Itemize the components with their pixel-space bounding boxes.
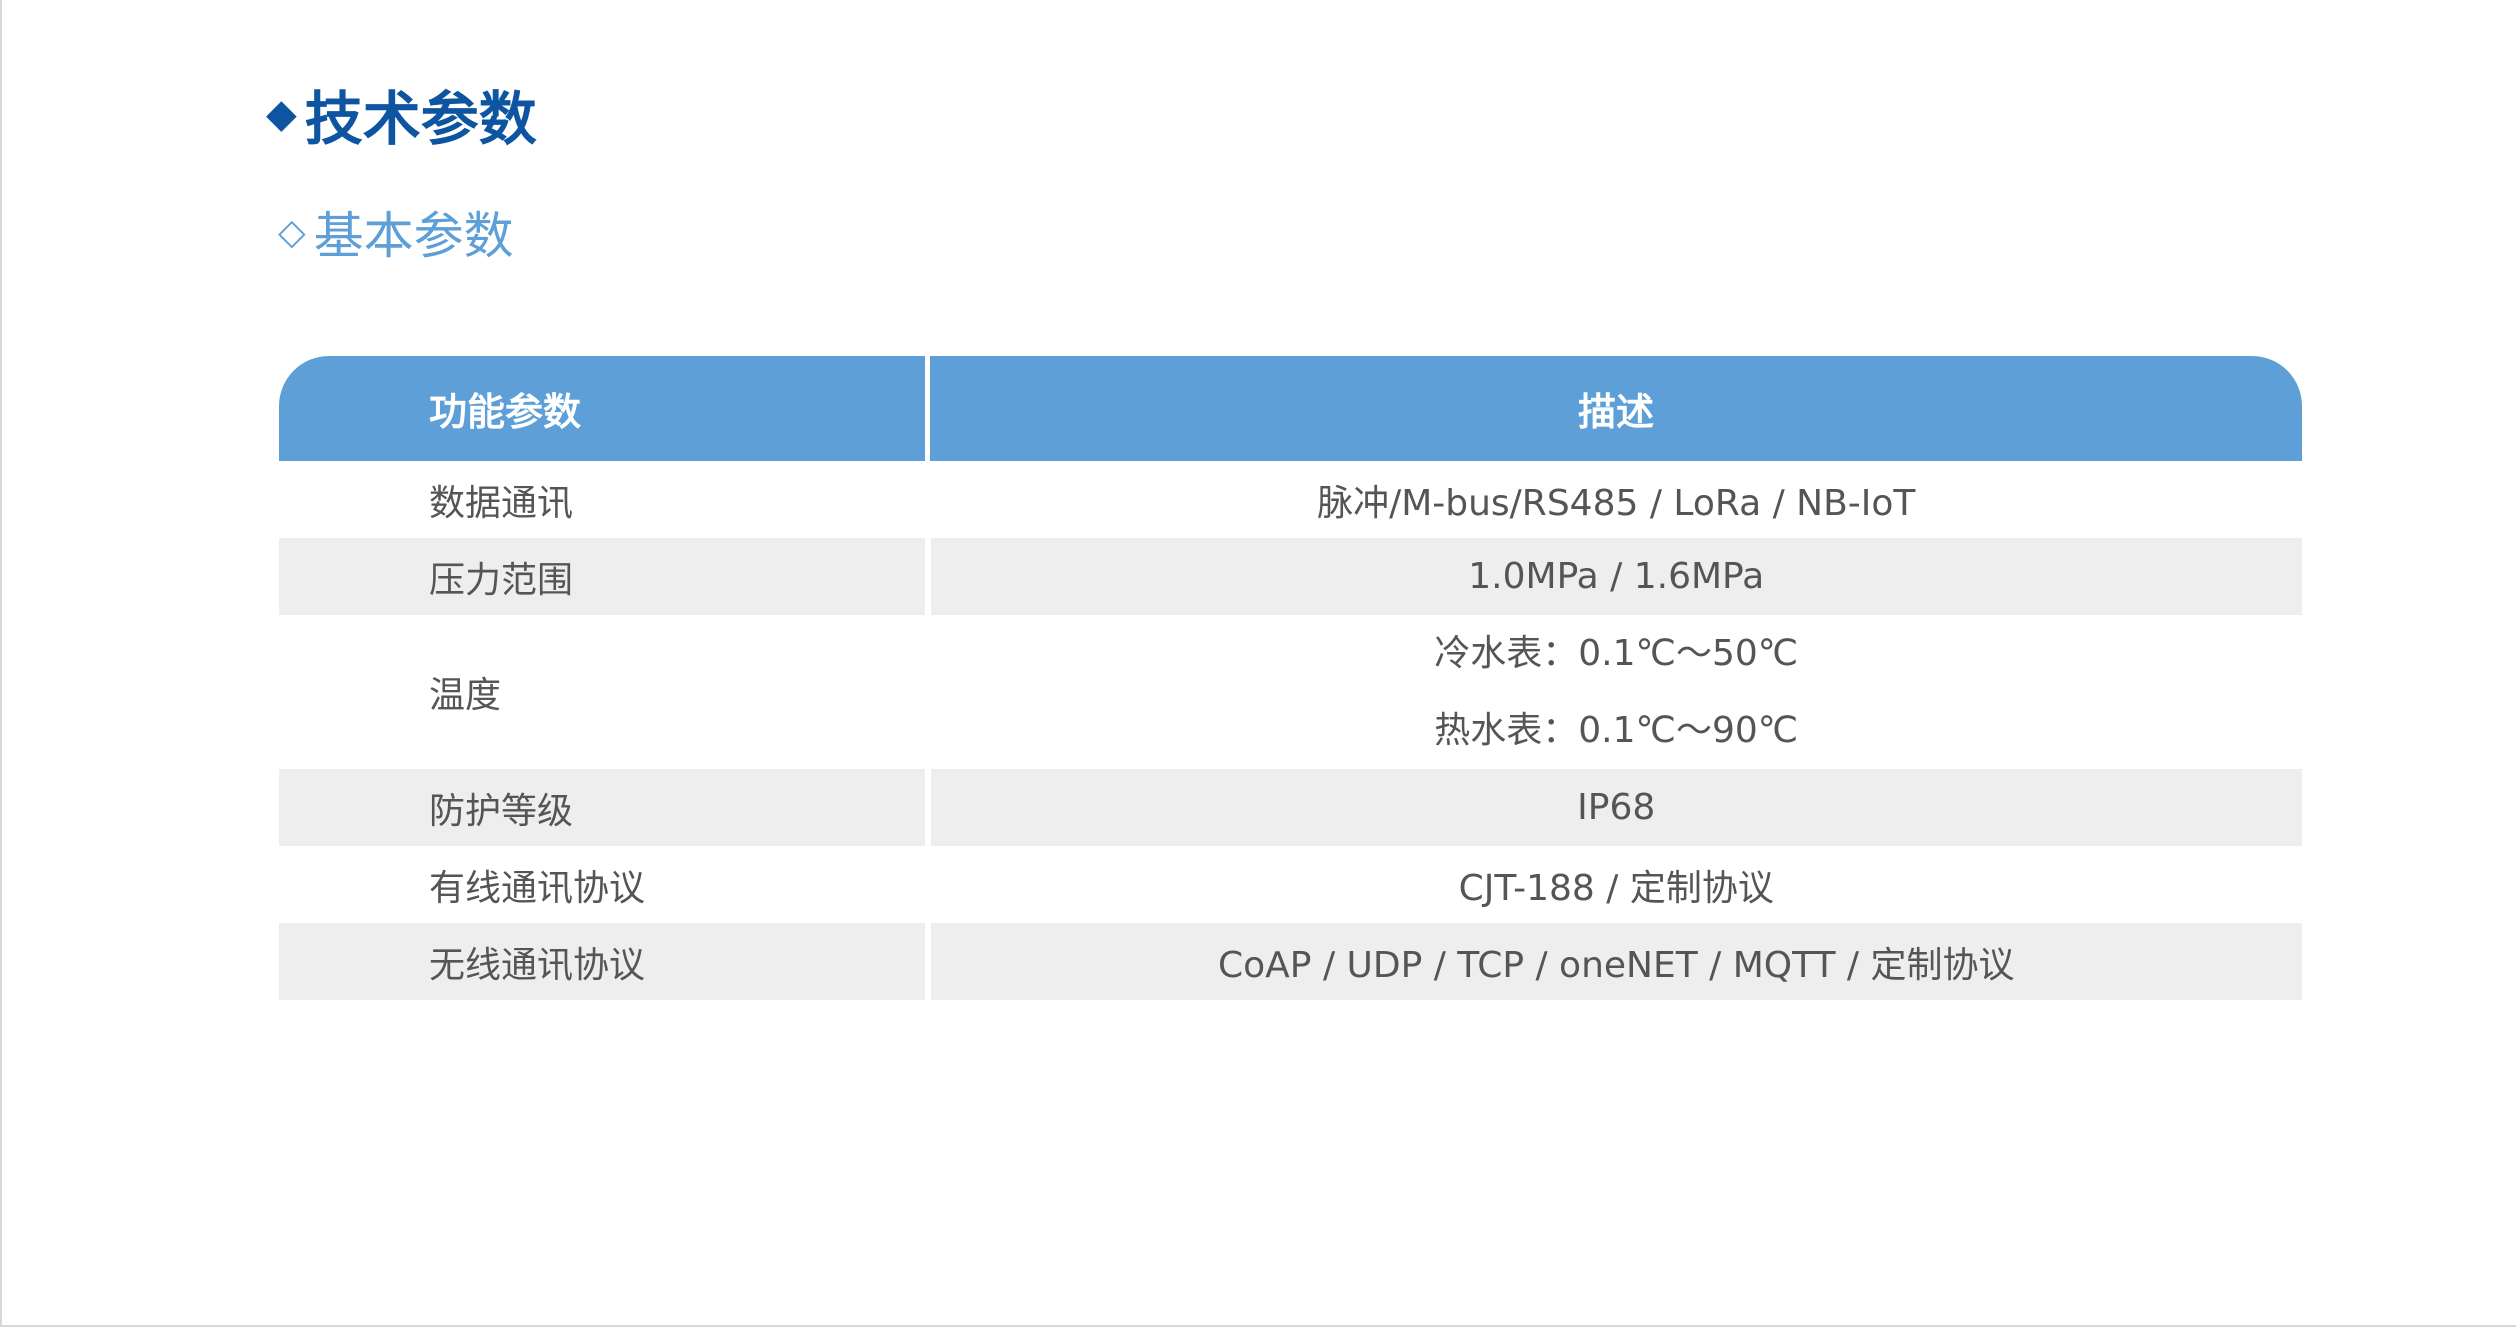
desc-cell: IP68 — [927, 769, 2302, 846]
table-header: 功能参数 描述 — [279, 356, 2302, 461]
param-cell: 有线通讯协议 — [279, 846, 931, 923]
desc-cell: 脉冲/M-bus/RS485 / LoRa / NB-IoT — [1317, 482, 1916, 524]
spec-table: 功能参数 描述 数据通讯 脉冲/M-bus/RS485 / LoRa / NB-… — [279, 356, 2302, 1000]
subsection-title: ◇ 基本参数 — [278, 196, 514, 268]
outline-diamond-icon: ◇ — [278, 211, 306, 253]
desc-cell: CoAP / UDP / TCP / oneNET / MQTT / 定制协议 — [927, 923, 2302, 1000]
param-cell: 无线通讯协议 — [279, 923, 931, 1000]
desc-cell: 冷水表：0.1℃～50℃ 热水表：0.1℃～90℃ — [928, 615, 2303, 769]
section-title-text: 技术参数 — [304, 85, 537, 153]
header-desc: 描述 — [927, 356, 2302, 461]
subsection-title-text: 基本参数 — [313, 207, 514, 265]
param-cell: 数据通讯 — [279, 461, 931, 538]
desc-cell: CJT-188 / 定制协议 — [1458, 867, 1774, 909]
table-row: 压力范围 1.0MPa / 1.6MPa — [279, 538, 2302, 615]
filled-diamond-icon: ◆ — [266, 91, 297, 137]
section-title: ◆ 技术参数 — [266, 72, 537, 156]
desc-cell: 1.0MPa / 1.6MPa — [927, 538, 2302, 615]
param-cell: 温度 — [279, 615, 931, 769]
param-cell: 压力范围 — [279, 538, 931, 615]
param-cell: 防护等级 — [279, 769, 931, 846]
table-row: 防护等级 IP68 — [279, 769, 2302, 846]
desc-line: 热水表：0.1℃～90℃ — [1434, 710, 1799, 751]
header-param: 功能参数 — [279, 356, 930, 461]
table-row: 温度 冷水表：0.1℃～50℃ 热水表：0.1℃～90℃ — [279, 615, 2302, 769]
table-row: 数据通讯 脉冲/M-bus/RS485 / LoRa / NB-IoT — [279, 461, 2302, 538]
table-row: 有线通讯协议 CJT-188 / 定制协议 — [279, 846, 2302, 923]
table-row: 无线通讯协议 CoAP / UDP / TCP / oneNET / MQTT … — [279, 923, 2302, 1000]
desc-line: 冷水表：0.1℃～50℃ — [1434, 633, 1799, 674]
